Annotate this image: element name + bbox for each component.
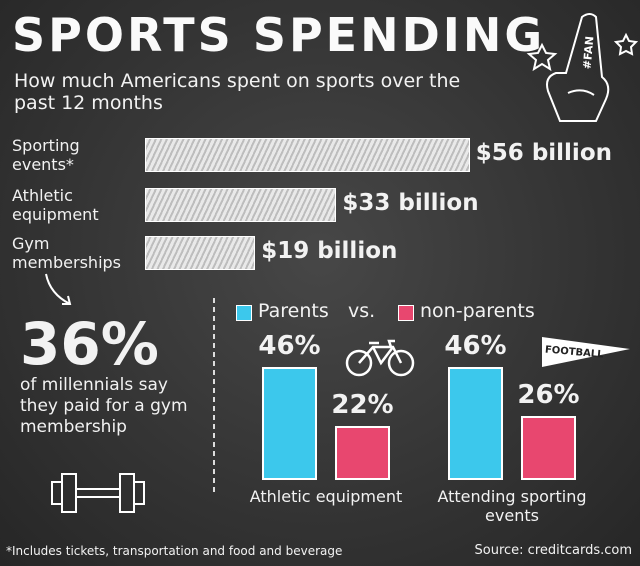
category-label: Gym memberships	[12, 234, 122, 272]
stat-value: 36%	[20, 310, 159, 378]
legend-swatch	[236, 305, 252, 321]
legend-swatch	[398, 305, 414, 321]
value-label: $56 billion	[475, 140, 612, 166]
value-label: $33 billion	[342, 190, 479, 216]
value-label: 46%	[258, 330, 321, 361]
pennant-text: FOOTBALL	[544, 344, 604, 360]
fan-icon: #FAN	[526, 13, 639, 122]
category-label: Sporting events*	[12, 136, 80, 174]
bar	[262, 366, 317, 480]
category-label: Attending sporting events	[437, 487, 587, 525]
source: Source: creditcards.com	[474, 543, 632, 558]
bar	[145, 138, 470, 172]
category-label: Athletic equipment	[249, 487, 403, 506]
bike-icon	[345, 339, 415, 377]
bar	[145, 236, 256, 270]
value-label: 46%	[444, 330, 507, 361]
pennant-icon: FOOTBALL	[542, 337, 630, 367]
legend-separator: vs.	[348, 300, 376, 322]
legend-label: Parents	[258, 300, 329, 322]
bar	[448, 366, 503, 480]
stat-text: of millennials say they paid for a gym m…	[20, 375, 188, 437]
fan-text: #FAN	[581, 36, 597, 70]
title: SPORTS SPENDING	[12, 8, 546, 62]
value-label: 26%	[517, 380, 580, 411]
value-label: 22%	[331, 389, 394, 420]
bar	[145, 188, 337, 222]
arrow	[45, 273, 72, 305]
divider	[213, 298, 215, 494]
legend-label: non-parents	[420, 300, 535, 322]
bar	[521, 416, 576, 480]
value-label: $19 billion	[261, 238, 398, 264]
bar	[335, 425, 390, 480]
dumbbell-icon	[51, 473, 145, 513]
footnote: *Includes tickets, transportation and fo…	[6, 544, 343, 558]
subtitle: How much Americans spent on sports over …	[14, 70, 461, 114]
category-label: Athletic equipment	[12, 186, 99, 224]
